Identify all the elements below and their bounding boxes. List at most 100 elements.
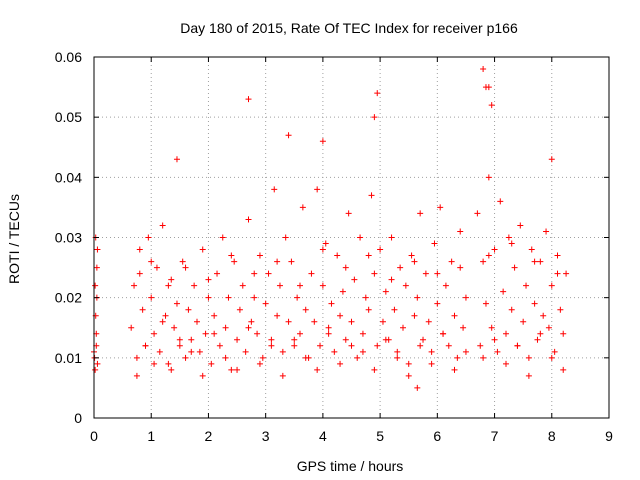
- data-point: [314, 366, 321, 373]
- data-point: [462, 348, 469, 355]
- data-point: [231, 258, 238, 265]
- data-point: [354, 354, 361, 361]
- data-point: [271, 186, 278, 193]
- data-point: [268, 336, 275, 343]
- x-tick-label: 9: [605, 428, 613, 444]
- data-point: [445, 342, 452, 349]
- data-point: [148, 294, 155, 301]
- data-point: [525, 354, 532, 361]
- data-point: [551, 348, 558, 355]
- data-point: [136, 270, 143, 277]
- data-point: [176, 336, 183, 343]
- data-point: [414, 384, 421, 391]
- data-point: [382, 288, 389, 295]
- data-point: [480, 354, 487, 361]
- data-point: [474, 210, 481, 217]
- y-tick-label: 0.06: [55, 49, 82, 65]
- data-point: [374, 90, 381, 97]
- data-point: [371, 114, 378, 121]
- data-point: [397, 264, 404, 271]
- data-point: [534, 336, 541, 343]
- data-point: [411, 312, 418, 319]
- data-point: [208, 360, 215, 367]
- data-point: [156, 348, 163, 355]
- data-point: [434, 300, 441, 307]
- data-point: [391, 306, 398, 313]
- data-point: [319, 246, 326, 253]
- data-point: [374, 342, 381, 349]
- data-point: [377, 246, 384, 253]
- data-point: [325, 330, 332, 337]
- y-tick-label: 0.04: [55, 169, 82, 185]
- data-point: [179, 258, 186, 265]
- data-point: [457, 228, 464, 235]
- data-point: [460, 324, 467, 331]
- data-point: [222, 354, 229, 361]
- data-point: [168, 366, 175, 373]
- grid-lines: [94, 57, 609, 418]
- data-point: [205, 294, 212, 301]
- data-point: [288, 258, 295, 265]
- data-point: [228, 366, 235, 373]
- data-point: [494, 348, 501, 355]
- data-point: [182, 354, 189, 361]
- data-point: [188, 348, 195, 355]
- data-point: [528, 246, 535, 253]
- data-point: [148, 258, 155, 265]
- data-point: [537, 330, 544, 337]
- data-point: [199, 246, 206, 253]
- data-point: [205, 276, 212, 283]
- data-point: [216, 342, 223, 349]
- data-point: [488, 324, 495, 331]
- data-point: [294, 294, 301, 301]
- data-point: [345, 210, 352, 217]
- data-point: [245, 216, 252, 223]
- x-tick-label: 8: [548, 428, 556, 444]
- data-point: [165, 360, 172, 367]
- data-point: [259, 354, 266, 361]
- x-tick-label: 6: [433, 428, 441, 444]
- data-point: [274, 258, 281, 265]
- x-tick-label: 7: [491, 428, 499, 444]
- data-point: [185, 306, 192, 313]
- data-point: [560, 366, 567, 373]
- data-point: [248, 318, 255, 325]
- data-point: [176, 342, 183, 349]
- data-point: [488, 102, 495, 109]
- data-point: [282, 234, 289, 241]
- data-point: [225, 294, 232, 301]
- data-point: [92, 366, 99, 373]
- data-point: [165, 282, 172, 289]
- data-point: [276, 282, 283, 289]
- data-point: [342, 336, 349, 343]
- data-point: [388, 234, 395, 241]
- x-tick-label: 1: [147, 428, 155, 444]
- data-point: [491, 336, 498, 343]
- data-point: [291, 336, 298, 343]
- data-point: [297, 282, 303, 289]
- data-point: [357, 234, 364, 241]
- x-tick-label: 5: [376, 428, 384, 444]
- data-point: [339, 288, 346, 295]
- y-tick-label: 0.02: [55, 290, 82, 306]
- data-point: [365, 252, 372, 259]
- data-point: [485, 84, 492, 91]
- data-point: [523, 282, 530, 289]
- data-point: [448, 258, 455, 265]
- data-point: [314, 186, 321, 193]
- data-point: [322, 240, 329, 247]
- data-point: [285, 132, 292, 139]
- data-point: [411, 258, 418, 265]
- x-axis-label: GPS time / hours: [297, 458, 404, 474]
- data-point: [254, 330, 261, 337]
- data-point: [151, 330, 158, 337]
- data-point: [311, 318, 318, 325]
- data-point: [236, 306, 243, 313]
- data-point: [425, 318, 432, 325]
- data-point: [371, 366, 378, 373]
- data-point: [365, 306, 372, 313]
- data-point: [451, 312, 458, 319]
- data-point: [219, 234, 226, 241]
- data-point: [302, 354, 309, 361]
- x-tick-label: 2: [205, 428, 213, 444]
